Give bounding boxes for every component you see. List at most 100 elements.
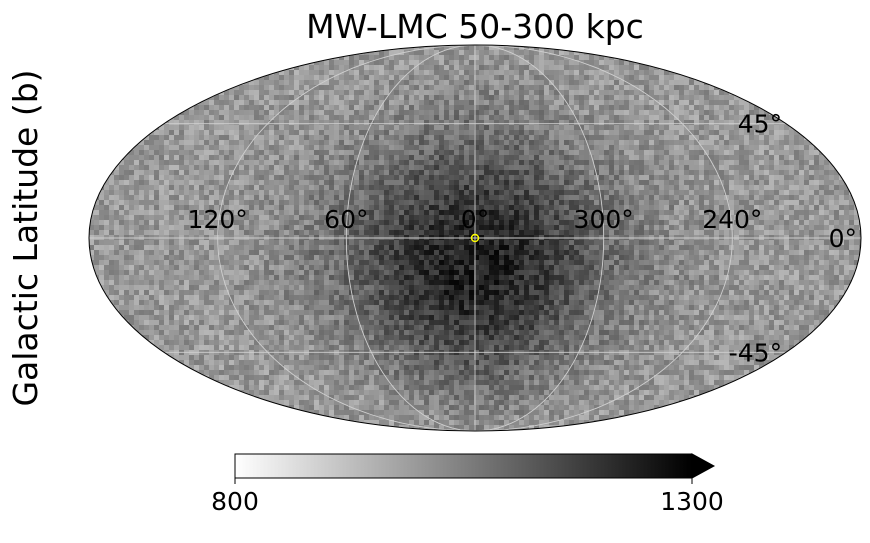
map-cell [279, 130, 285, 136]
map-cell [474, 215, 480, 221]
map-cell [214, 285, 220, 291]
map-cell [234, 360, 240, 366]
map-cell [239, 370, 245, 376]
map-cell [349, 410, 355, 416]
map-cell [284, 285, 290, 291]
map-cell [324, 305, 330, 311]
map-cell [449, 400, 455, 406]
map-cell [144, 210, 150, 216]
map-cell [464, 390, 470, 396]
map-cell [479, 425, 485, 431]
map-cell [239, 350, 245, 356]
map-cell [154, 245, 160, 251]
map-cell [419, 420, 425, 426]
map-cell [444, 310, 450, 316]
map-cell [449, 70, 455, 76]
map-cell [484, 205, 490, 211]
map-cell [174, 200, 180, 206]
map-cell [159, 175, 165, 181]
map-cell [469, 425, 475, 431]
map-cell [214, 140, 220, 146]
map-cell [409, 130, 415, 136]
map-cell [459, 315, 465, 321]
map-cell [224, 295, 230, 301]
map-cell [424, 295, 430, 301]
map-cell [244, 350, 250, 356]
map-cell [164, 335, 170, 341]
map-cell [264, 365, 270, 371]
map-cell [444, 100, 450, 106]
map-cell [404, 90, 410, 96]
map-cell [284, 275, 290, 281]
map-cell [294, 385, 300, 391]
map-cell [369, 275, 375, 281]
map-cell [374, 80, 380, 86]
map-cell [229, 145, 235, 151]
map-cell [284, 100, 290, 106]
map-cell [134, 180, 140, 186]
map-cell [119, 310, 125, 316]
map-cell [454, 200, 460, 206]
map-cell [409, 230, 415, 236]
map-cell [194, 325, 200, 331]
map-cell [219, 265, 225, 271]
map-cell [479, 100, 485, 106]
map-cell [414, 425, 420, 431]
map-cell [449, 140, 455, 146]
map-cell [444, 275, 450, 281]
map-cell [354, 185, 360, 191]
map-cell [379, 230, 385, 236]
map-cell [314, 215, 320, 221]
map-cell [229, 95, 235, 101]
map-cell [314, 115, 320, 121]
map-cell [399, 205, 405, 211]
map-cell [184, 175, 190, 181]
map-cell [364, 300, 370, 306]
map-cell [449, 350, 455, 356]
map-cell [114, 210, 120, 216]
map-cell [374, 395, 380, 401]
map-cell [364, 190, 370, 196]
map-cell [239, 135, 245, 141]
map-cell [339, 250, 345, 256]
map-cell [344, 395, 350, 401]
map-cell [454, 295, 460, 301]
map-cell [249, 325, 255, 331]
map-cell [289, 315, 295, 321]
map-cell [319, 350, 325, 356]
map-cell [264, 395, 270, 401]
map-cell [149, 275, 155, 281]
map-cell [349, 170, 355, 176]
map-cell [214, 170, 220, 176]
map-cell [439, 185, 445, 191]
map-cell [414, 95, 420, 101]
map-cell [174, 320, 180, 326]
map-cell [474, 65, 480, 71]
map-cell [194, 170, 200, 176]
map-cell [204, 260, 210, 266]
map-cell [389, 285, 395, 291]
map-cell [339, 215, 345, 221]
map-cell [214, 365, 220, 371]
map-cell [339, 325, 345, 331]
map-cell [374, 155, 380, 161]
map-cell [399, 255, 405, 261]
map-cell [329, 205, 335, 211]
map-cell [249, 215, 255, 221]
map-cell [144, 330, 150, 336]
map-cell [209, 110, 215, 116]
map-cell [419, 220, 425, 226]
map-cell [394, 330, 400, 336]
map-cell [249, 360, 255, 366]
map-cell [299, 225, 305, 231]
map-cell [424, 95, 430, 101]
map-cell [174, 350, 180, 356]
map-cell [109, 295, 115, 301]
map-cell [409, 145, 415, 151]
map-cell [429, 385, 435, 391]
map-cell [449, 100, 455, 106]
map-cell [389, 120, 395, 126]
map-cell [314, 155, 320, 161]
map-cell [374, 390, 380, 396]
map-cell [344, 300, 350, 306]
